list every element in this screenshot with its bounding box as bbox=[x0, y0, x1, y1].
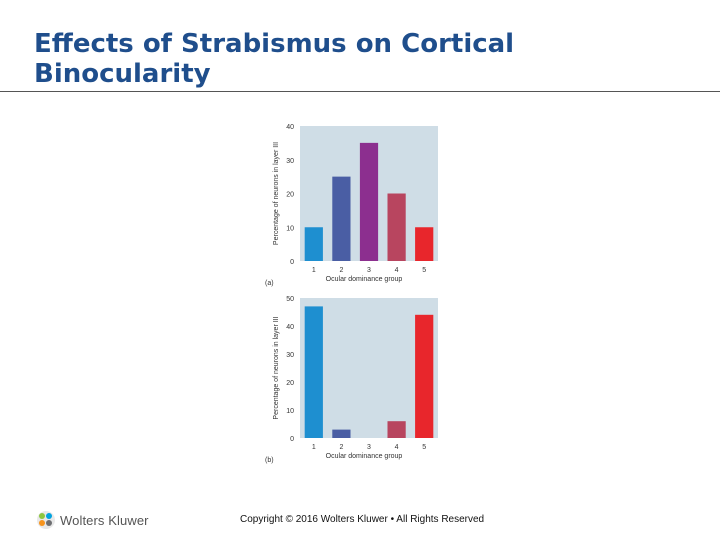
x-tick-label: 5 bbox=[422, 267, 426, 274]
bar-group-3 bbox=[359, 142, 379, 261]
y-tick-label: 10 bbox=[286, 225, 294, 232]
x-tick-label: 2 bbox=[339, 267, 343, 274]
slide-title: Effects of Strabismus on Cortical Binocu… bbox=[34, 29, 515, 89]
x-tick-label: 5 bbox=[422, 444, 426, 451]
y-tick-label: 30 bbox=[286, 158, 294, 165]
y-tick-label: 0 bbox=[290, 436, 294, 443]
bar-group-2 bbox=[332, 176, 351, 261]
x-tick-label: 3 bbox=[367, 444, 371, 451]
x-tick-label: 2 bbox=[339, 444, 343, 451]
x-tick-label: 3 bbox=[367, 267, 371, 274]
bar-group-5 bbox=[415, 227, 434, 261]
x-tick-label: 4 bbox=[395, 267, 399, 274]
title-divider bbox=[0, 91, 720, 92]
y-axis-label: Percentage of neurons in layer III bbox=[273, 316, 280, 419]
y-tick-label: 40 bbox=[286, 124, 294, 131]
x-axis-label: Ocular dominance group bbox=[326, 453, 403, 460]
bar-group-1 bbox=[304, 306, 323, 438]
copyright-text: Copyright © 2016 Wolters Kluwer • All Ri… bbox=[240, 514, 485, 525]
y-tick-label: 30 bbox=[286, 352, 294, 359]
panel-label: (a) bbox=[265, 280, 274, 287]
y-tick-label: 50 bbox=[286, 296, 294, 303]
bar-group-2 bbox=[332, 429, 351, 438]
y-axis-label: Percentage of neurons in layer III bbox=[273, 142, 280, 245]
panel-label: (b) bbox=[265, 457, 274, 464]
plot-background bbox=[300, 298, 438, 438]
bar-group-1 bbox=[304, 227, 323, 261]
x-axis-label: Ocular dominance group bbox=[326, 276, 403, 283]
wolters-kluwer-logo-icon bbox=[37, 511, 55, 529]
x-tick-label: 4 bbox=[395, 444, 399, 451]
y-tick-label: 20 bbox=[286, 380, 294, 387]
x-tick-label: 1 bbox=[312, 444, 316, 451]
logo-text: Wolters Kluwer bbox=[60, 512, 149, 528]
y-tick-label: 40 bbox=[286, 324, 294, 331]
bar-group-5 bbox=[415, 314, 434, 438]
y-tick-label: 20 bbox=[286, 192, 294, 199]
bar-group-4 bbox=[387, 421, 406, 438]
y-tick-label: 10 bbox=[286, 408, 294, 415]
wolters-kluwer-logo: Wolters Kluwer bbox=[36, 510, 149, 530]
x-tick-label: 1 bbox=[312, 267, 316, 274]
bar-group-4 bbox=[387, 193, 406, 261]
y-tick-label: 0 bbox=[290, 259, 294, 266]
